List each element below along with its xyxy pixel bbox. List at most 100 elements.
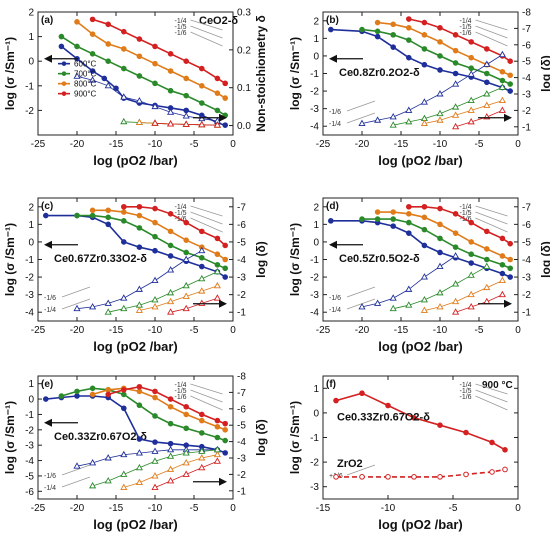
data-point bbox=[121, 46, 127, 52]
data-point bbox=[89, 51, 96, 57]
data-point bbox=[468, 54, 475, 61]
y-tick-label: -2 bbox=[25, 425, 34, 436]
y-tick-label: -3 bbox=[310, 290, 319, 301]
data-point bbox=[167, 440, 174, 447]
data-point bbox=[374, 209, 381, 215]
delta-line bbox=[76, 449, 218, 467]
delta-series-600-c bbox=[358, 252, 460, 310]
data-point bbox=[199, 411, 205, 418]
slope-line-lower bbox=[346, 100, 376, 112]
y2-tick-label: -7 bbox=[237, 388, 246, 399]
delta-point bbox=[167, 108, 175, 115]
data-point bbox=[468, 65, 475, 72]
delta-point bbox=[182, 120, 190, 127]
series-line bbox=[92, 18, 226, 84]
data-point bbox=[105, 214, 111, 221]
data-point bbox=[105, 221, 111, 228]
series-900-c bbox=[105, 383, 228, 427]
data-point bbox=[421, 214, 428, 221]
delta-series-700-c bbox=[104, 267, 221, 315]
data-point bbox=[152, 219, 158, 226]
slope-line-lower bbox=[346, 112, 376, 124]
data-point bbox=[437, 39, 443, 45]
slope-line bbox=[190, 383, 223, 395]
y-tick-label: -4 bbox=[25, 456, 34, 467]
delta-point bbox=[182, 304, 190, 312]
data-point bbox=[136, 212, 143, 219]
y-tick-label: 1 bbox=[28, 220, 34, 231]
slope-label-lower: -1/4 bbox=[329, 307, 341, 314]
delta-point bbox=[483, 101, 491, 108]
data-point bbox=[406, 37, 412, 43]
series-line bbox=[92, 209, 226, 261]
data-point bbox=[222, 242, 228, 249]
delta-point bbox=[104, 81, 112, 89]
data-point bbox=[167, 403, 174, 410]
delta-line bbox=[139, 285, 218, 311]
delta-point bbox=[452, 308, 460, 315]
x-tick-label: -10 bbox=[148, 139, 163, 150]
data-point bbox=[406, 230, 412, 236]
panel-d: -25 -20 -15 -10 -5 0-4-3-2-1012-1-2-3-4-5-6-7… bbox=[288, 197, 550, 354]
x-tick-label: 0 bbox=[230, 139, 236, 150]
y-tick-label: -1 bbox=[310, 69, 319, 80]
x-tick-label: -10 bbox=[381, 503, 396, 514]
delta-line bbox=[170, 297, 218, 313]
delta-point bbox=[213, 281, 221, 289]
data-point bbox=[406, 16, 412, 22]
series-900-c bbox=[89, 16, 228, 87]
delta-point bbox=[452, 103, 460, 110]
legend-label: 900°C bbox=[74, 90, 97, 99]
delta-point bbox=[436, 288, 444, 296]
y2-tick-label: -6 bbox=[522, 40, 531, 51]
right-arrow-head bbox=[504, 299, 512, 308]
data-point bbox=[183, 403, 189, 410]
delta-series-600-c bbox=[358, 50, 506, 126]
delta-point bbox=[405, 106, 413, 113]
panel-tag: (e) bbox=[41, 379, 53, 390]
right-arrow-head bbox=[219, 477, 227, 486]
delta-point bbox=[198, 246, 206, 254]
legend-marker bbox=[61, 81, 67, 86]
data-point bbox=[89, 68, 96, 74]
delta-line bbox=[424, 280, 503, 311]
x-tick-label: -15 bbox=[109, 503, 124, 514]
data-point bbox=[152, 205, 158, 212]
data-point bbox=[333, 397, 339, 404]
data-point bbox=[58, 33, 65, 40]
delta-point bbox=[498, 50, 506, 58]
temperature-label: 900 °C bbox=[482, 380, 513, 391]
data-point bbox=[105, 21, 111, 28]
data-point bbox=[507, 240, 514, 247]
x-tick-label: -15 bbox=[109, 325, 124, 336]
y-tick-label: 0 bbox=[28, 237, 34, 248]
data-point bbox=[183, 58, 189, 65]
delta-point bbox=[198, 120, 206, 128]
delta-point bbox=[167, 445, 175, 453]
y-tick-label: -6 bbox=[25, 487, 34, 498]
series-800-c bbox=[374, 209, 514, 263]
y-tick-label: 1 bbox=[313, 384, 319, 395]
data-point bbox=[183, 425, 189, 432]
data-point bbox=[199, 83, 205, 89]
delta-point bbox=[135, 478, 143, 486]
x-axis-label: log (pO2 /bar) bbox=[93, 339, 178, 354]
data-point bbox=[183, 411, 189, 418]
y-tick-label: -1 bbox=[310, 433, 319, 444]
delta-point bbox=[151, 447, 159, 454]
data-point bbox=[74, 212, 80, 219]
delta-point bbox=[467, 290, 475, 298]
delta-series-700-c bbox=[389, 83, 506, 128]
delta-point bbox=[467, 271, 475, 278]
delta-point bbox=[498, 83, 506, 90]
delta-point bbox=[420, 295, 428, 303]
data-point bbox=[452, 211, 459, 217]
data-point bbox=[452, 70, 459, 77]
data-point bbox=[499, 270, 506, 277]
slope-line bbox=[475, 395, 508, 411]
data-point bbox=[452, 47, 459, 54]
delta-point bbox=[405, 301, 413, 308]
data-point bbox=[468, 251, 475, 258]
left-arrow-head bbox=[44, 418, 52, 427]
data-point bbox=[499, 235, 506, 242]
